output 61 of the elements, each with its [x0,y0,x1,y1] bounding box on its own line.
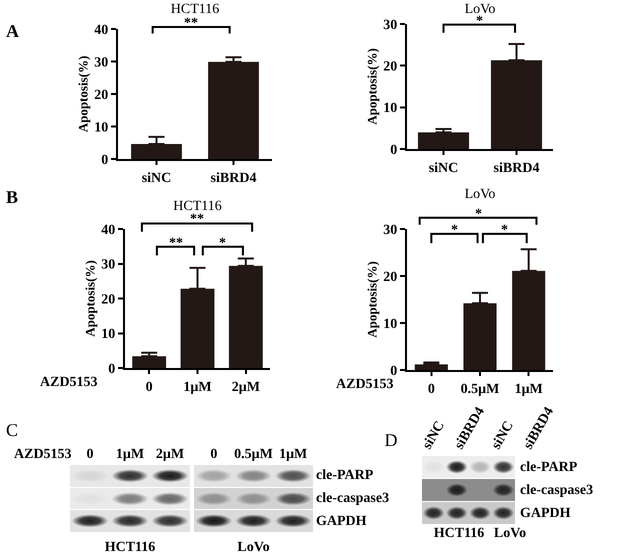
category-label: cle-PARP [520,460,578,474]
y-tick-label: 20 [101,292,116,308]
annotation: * [476,14,483,29]
category-label: 0.5μM [234,447,273,462]
y-tick-label: 10 [383,101,398,116]
text: D [384,430,398,450]
y-axis-title: Apoptosis(%) [364,48,380,125]
text: A [6,21,19,41]
text: * [475,207,482,222]
annotation: * [451,223,458,238]
category-label: GAPDH [520,506,571,520]
text: ** [190,212,204,227]
y-tick-label: 10 [101,327,116,342]
text: HCT116 [434,526,484,541]
text: LoVo [494,526,526,541]
y-tick-label: 20 [383,60,398,75]
text: B [6,187,18,207]
category-label: 1μM [116,447,144,462]
category-label: GAPDH [316,514,367,529]
y-axis-title: Apoptosis(%) [364,261,380,338]
x-tick-label: 0.5μM [460,382,500,397]
annotation: * [219,236,226,251]
y-tick-label: 20 [94,88,108,103]
y-tick-label: 40 [101,222,116,238]
y-tick-label: 10 [383,316,398,332]
x-axis-title: AZD5153 [40,375,98,390]
annotation: ** [184,16,198,31]
chart-title: HCT116 [173,198,222,214]
x-tick-label: 1μM [514,382,543,397]
chart-title: LoVo [464,186,496,202]
annotation: ** [169,236,183,251]
y-tick-label: 40 [94,22,108,38]
category-label: 0 [210,447,218,462]
x-tick-label: 0 [146,380,153,395]
x-axis-title: AZD5153 [336,377,394,392]
category-label: cle-PARP [316,468,374,484]
text: LoVo [237,540,270,555]
category-label: cle-caspase3 [316,491,390,506]
category-label: cle-caspase3 [520,482,594,498]
chart-title: LoVo [464,2,496,17]
text: HCT116 [104,540,156,555]
y-tick-label: 30 [101,258,116,273]
text: C [6,420,18,440]
x-tick-label: 1μM [183,380,212,395]
y-axis-title: Apoptosis(%) [76,56,91,132]
y-tick-label: 0 [390,364,398,379]
y-axis-title: Apoptosis(%) [82,260,98,337]
y-tick-label: 0 [390,142,398,158]
text: AZD5153 [14,447,72,462]
category-label: 1μM [279,447,308,462]
annotation: * [501,223,508,238]
y-tick-label: 30 [383,18,398,33]
chart-title: HCT116 [170,2,220,17]
y-tick-label: 10 [94,120,108,136]
y-tick-label: 20 [383,270,398,285]
y-tick-label: 0 [108,362,116,377]
y-tick-label: 30 [383,222,398,238]
category-label: 2μM [156,447,184,462]
y-tick-label: 30 [94,55,108,70]
x-tick-label: 2μM [232,380,260,395]
x-tick-label: 0 [428,382,435,397]
